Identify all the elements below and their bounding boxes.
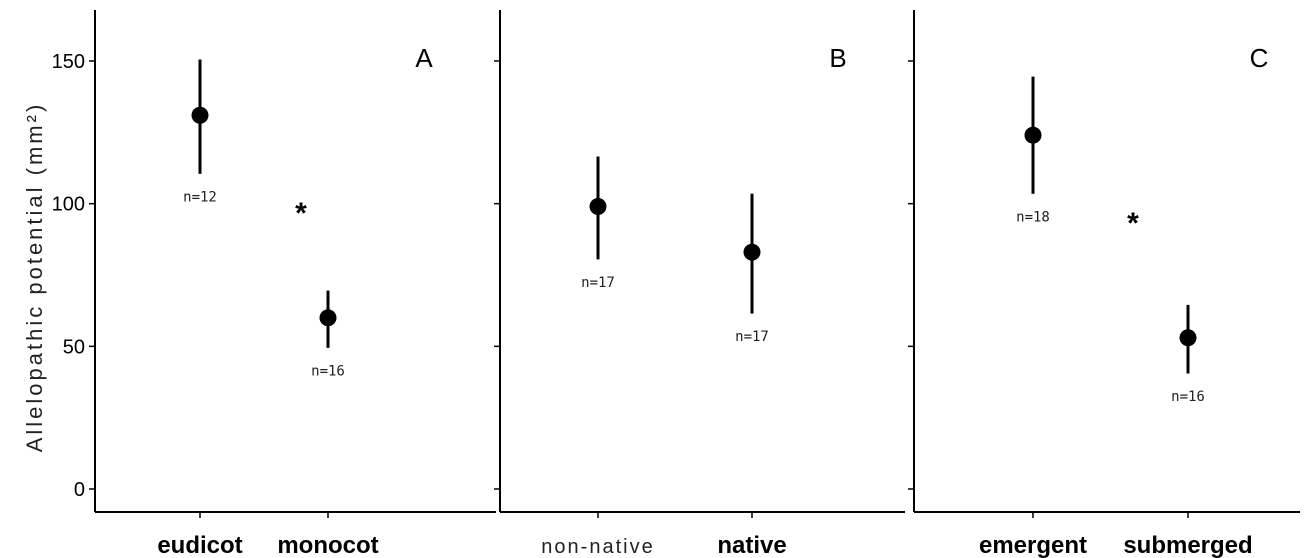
mean-point-eudicot <box>191 106 209 124</box>
panel-letter: A <box>415 43 433 73</box>
y-tick-label: 100 <box>52 194 85 216</box>
y-axis-label: Allelopathic potential (mm²) <box>22 102 47 453</box>
panel-c: emergent submerged Cn=18 n=16 * <box>908 10 1300 558</box>
mean-point-non-native <box>589 198 607 216</box>
x-tick-label-monocot: monocot <box>277 532 378 558</box>
sample-size-label: n=18 <box>1016 209 1050 225</box>
x-tick-label-native: native <box>717 532 786 558</box>
mean-point-monocot <box>319 309 337 327</box>
x-tick-label-emergent: emergent <box>979 532 1087 558</box>
significance-marker: * <box>1127 207 1139 240</box>
x-tick-label-eudicot: eudicot <box>157 532 242 558</box>
sample-size-label: n=17 <box>735 329 769 345</box>
sample-size-label: n=12 <box>183 189 217 205</box>
sample-size-label: n=17 <box>581 275 615 291</box>
panel-a: 0 50 100 150 eudicot monocot An=12 n=16 * <box>52 10 496 558</box>
y-tick-label: 50 <box>63 336 85 358</box>
x-tick-label-non-native: non-native <box>541 536 654 558</box>
panel-letter: B <box>829 43 846 73</box>
x-tick-label-submerged: submerged <box>1123 532 1252 558</box>
significance-marker: * <box>295 197 307 230</box>
y-tick-label: 0 <box>74 479 85 501</box>
mean-point-submerged <box>1179 329 1197 347</box>
panel-letter: C <box>1250 43 1269 73</box>
sample-size-label: n=16 <box>311 363 345 379</box>
y-tick-label: 150 <box>52 51 85 73</box>
mean-point-native <box>743 243 761 261</box>
panel-b: non-native native Bn=17 n=17 <box>494 10 905 558</box>
sample-size-label: n=16 <box>1171 389 1205 405</box>
mean-point-emergent <box>1024 126 1042 144</box>
